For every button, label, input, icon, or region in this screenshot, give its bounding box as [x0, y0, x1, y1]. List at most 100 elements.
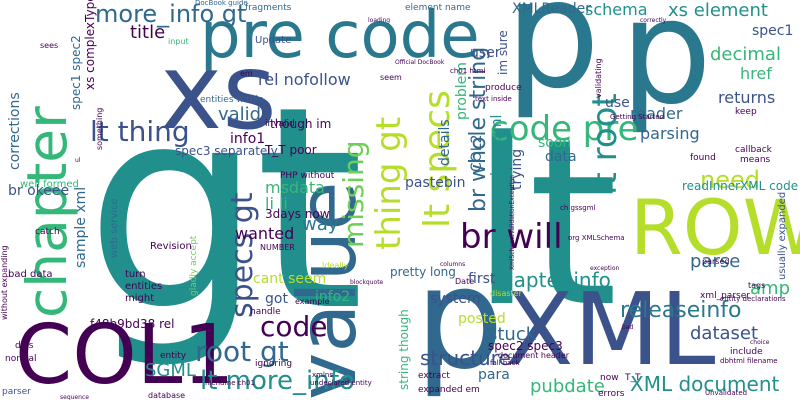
word-fragments: fragments — [245, 3, 292, 13]
word-root-gt: root gt — [195, 335, 289, 368]
word-entity: entity — [160, 351, 187, 361]
word-keep: keep — [735, 107, 757, 117]
word-readinnerxml-code: readInnerXML code — [682, 179, 799, 193]
word-decimal: decimal — [710, 44, 781, 65]
word-invalid: invalid — [265, 119, 295, 129]
word-chapter: chapter — [15, 106, 79, 318]
word-now: now — [600, 373, 619, 383]
word-xmlschemavalidationexception: XmlSchemaValidationException — [509, 175, 516, 270]
word-database: database — [148, 391, 186, 400]
word-blockquote: blockquote — [350, 279, 384, 286]
word-p-top: p — [505, 0, 601, 122]
word-web-service: web service — [109, 198, 120, 258]
word-xs: xs — [160, 31, 277, 153]
word-pretty-long: pretty long — [390, 265, 456, 279]
word-thing-gt: thing gt — [369, 116, 409, 250]
word-sees: sees — [40, 41, 59, 50]
word-include: include — [730, 347, 763, 357]
word-usually-expanded: usually expanded — [777, 191, 788, 280]
word-msdata: msdata — [265, 178, 325, 197]
word-bad: bad — [622, 324, 634, 331]
word-example: example — [295, 297, 330, 306]
word-ch-gssgml: ch gssgml — [560, 204, 596, 212]
word-sgml: SGML — [145, 360, 196, 381]
word-3days-now: 3days now — [265, 207, 330, 221]
word-expanded-em: expanded em — [418, 385, 480, 395]
word-parse: parse — [690, 251, 741, 272]
word-posted: posted — [458, 311, 506, 327]
word-choice: choice — [750, 339, 770, 346]
word-might: might — [125, 293, 155, 304]
word-columns: columns — [440, 261, 466, 268]
word-something: something — [95, 107, 104, 150]
word-unvalidated: Unvalidated — [705, 389, 748, 397]
word-t-t-poor: T_T poor — [265, 143, 317, 157]
word-normal: normal — [5, 354, 37, 364]
word-tags: tags — [748, 281, 766, 290]
word-correctly: correctly — [640, 17, 667, 24]
word-info1: info1 — [230, 131, 266, 147]
word-parser: parser — [2, 387, 31, 397]
word-col1: COL1 — [15, 308, 235, 400]
word-text-inside: text inside — [475, 95, 512, 103]
word-returns: returns — [718, 88, 776, 107]
word-rel-nofollow: rel nofollow — [258, 70, 351, 89]
word-innerxml: innerxml — [489, 114, 505, 176]
word-data: data — [545, 149, 577, 165]
word-soon: soon — [538, 135, 572, 151]
word-element-name: element name — [405, 3, 471, 13]
word-dataset: dataset — [690, 323, 759, 344]
word-document-header: document header — [498, 351, 570, 360]
word-callback: callback — [735, 145, 772, 155]
word-pastebin: pastebin — [405, 175, 466, 191]
word-input: input — [168, 37, 189, 46]
word-undeclared-entity: undeclared entity — [310, 379, 372, 387]
word-well-formed: well formed — [20, 179, 79, 190]
word-ignoring: ignoring — [255, 359, 293, 369]
word-filename-ch01: filename ch01 — [205, 379, 255, 387]
word-first: first — [468, 271, 496, 287]
word-errors: errors — [598, 389, 625, 399]
word-need: need — [700, 166, 760, 194]
word-spec1: spec1 — [752, 23, 794, 39]
word-exception: exception — [590, 265, 620, 272]
word-wanted: wanted — [235, 224, 295, 243]
word-row: ROW — [630, 183, 800, 272]
word-disaster: disaster — [490, 289, 522, 298]
word-releaseinfo: releaseinfo — [620, 298, 742, 323]
word-number: NUMBER — [260, 243, 295, 252]
word-entities: entities — [125, 281, 163, 292]
word-details: details — [437, 119, 453, 166]
word-docbook-guide: DocBook guide — [195, 0, 248, 7]
word-br-okeee: br okeee — [8, 183, 70, 199]
word-p-bottom: p — [415, 238, 504, 400]
word-xml-document: XML document — [630, 372, 780, 396]
word-reader: reader — [630, 104, 683, 123]
word-schema: schema — [585, 0, 648, 19]
word-xml-parser: xml_parser — [700, 291, 750, 301]
word-way: way — [302, 214, 339, 235]
word-amp: amp — [750, 278, 790, 299]
word-lt-more-info: lt more_info — [200, 366, 355, 396]
word-string-though: string though — [397, 309, 411, 390]
word-cant-seem: cant seem — [253, 271, 327, 287]
word-xmlreader: XMLReader — [512, 1, 592, 17]
word-t-t: T_T — [625, 373, 641, 383]
word-update: Update — [255, 35, 292, 46]
word-spec3-separately: spec3 separately — [175, 144, 278, 158]
word-lt: lt — [470, 91, 618, 358]
word-code-pre: code pre — [490, 109, 639, 149]
word-stuck: stuck — [488, 324, 537, 345]
word-para: para — [478, 367, 510, 383]
word-ideally: Ideally — [322, 261, 349, 270]
word-sample-xml: sample xml — [73, 186, 89, 268]
word-spec2-spec3: spec2 spec3 — [488, 339, 563, 353]
word-sequence: sequence — [60, 394, 89, 400]
word-structure: structure — [420, 346, 511, 370]
word-handle: handle — [250, 307, 281, 317]
word-p-right: p — [620, 0, 713, 137]
word-valid: valid — [218, 104, 262, 125]
word-gladly-accept: gladly accept — [189, 235, 199, 296]
word-parsed: parsed — [702, 257, 730, 266]
word-specs-gt: specs gt — [225, 192, 260, 318]
